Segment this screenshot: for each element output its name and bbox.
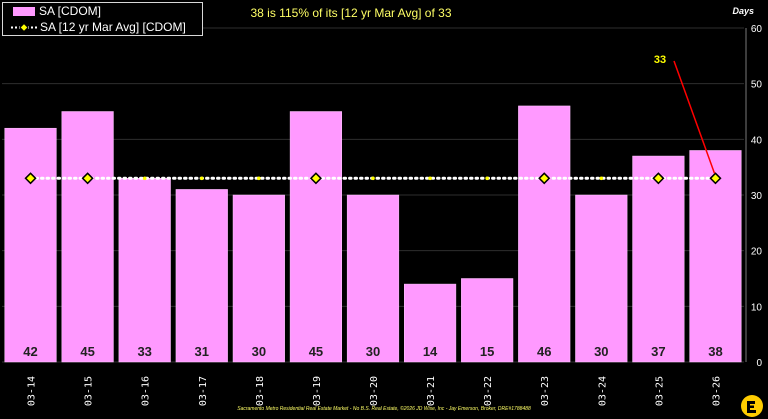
bar (175, 189, 228, 363)
avg-point (599, 176, 604, 181)
brand-logo-icon (741, 395, 763, 417)
bar-value-label: 15 (480, 344, 494, 359)
callout-line (673, 60, 716, 174)
bar-value-label: 42 (23, 344, 37, 359)
callout-value-label: 33 (654, 54, 666, 66)
avg-point (257, 176, 261, 181)
legend: SA [CDOM] SA [12 yr Mar Avg] [CDOM] (2, 2, 203, 36)
legend-item-bar: SA [CDOM] (3, 3, 101, 19)
x-tick-label: 03-18 (255, 376, 266, 406)
avg-point (371, 176, 375, 181)
bar (632, 155, 685, 363)
bar-value-label: 37 (651, 344, 665, 359)
y-tick-label: 30 (751, 191, 763, 202)
bar (289, 111, 343, 363)
bar-value-label: 14 (423, 344, 438, 359)
bar (61, 111, 114, 363)
bar (689, 150, 742, 363)
bar-value-label: 30 (366, 344, 380, 359)
x-tick-label: 03-17 (198, 376, 209, 406)
x-tick-label: 03-22 (483, 376, 494, 406)
avg-point (142, 176, 147, 181)
avg-point (485, 176, 489, 181)
avg-diamond-marker (538, 172, 551, 185)
avg-diamond-marker (309, 172, 322, 185)
bar (4, 127, 57, 363)
bar (461, 278, 514, 363)
x-tick-label: 03-20 (369, 376, 380, 406)
bar-value-label: 31 (195, 344, 209, 359)
bar-value-label: 45 (80, 344, 94, 359)
x-tick-label: 03-25 (654, 376, 665, 406)
avg-point (199, 176, 204, 181)
y-axis-unit-label: Days (732, 6, 754, 16)
bar (518, 105, 571, 363)
avg-diamond-marker (652, 172, 665, 185)
x-tick-label: 03-14 (27, 376, 38, 406)
y-tick-label: 0 (756, 358, 762, 369)
x-tick-label: 03-19 (312, 376, 323, 406)
bar (118, 178, 171, 363)
legend-bar-label: SA [CDOM] (39, 4, 102, 18)
legend-line-swatch (11, 22, 37, 32)
avg-point (428, 176, 432, 181)
x-tick-label: 03-24 (597, 376, 608, 406)
y-tick-label: 40 (751, 135, 763, 146)
bar-value-label: 45 (309, 344, 323, 359)
bar (346, 194, 400, 363)
legend-item-line: SA [12 yr Mar Avg] [CDOM] (3, 19, 186, 35)
bar-value-label: 30 (252, 344, 266, 359)
bar (232, 194, 285, 363)
y-tick-label: 50 (751, 80, 763, 91)
avg-diamond-marker (24, 172, 37, 185)
x-tick-label: 03-23 (540, 376, 551, 406)
chart-headline: 38 is 115% of its [12 yr Mar Avg] of 33 (250, 6, 452, 20)
y-tick-label: 60 (751, 24, 763, 35)
y-tick-label: 20 (751, 247, 763, 258)
bar (575, 194, 628, 363)
footer-credit: Sacramento Metro Residential Real Estate… (237, 406, 531, 412)
bar-value-label: 46 (537, 344, 551, 359)
avg-diamond-marker (81, 172, 94, 185)
bar-value-label: 38 (708, 344, 722, 359)
bar-value-label: 33 (137, 344, 151, 359)
legend-bar-swatch (13, 6, 35, 16)
legend-line-label: SA [12 yr Mar Avg] [CDOM] (40, 20, 186, 34)
x-tick-label: 03-26 (711, 376, 722, 406)
x-tick-label: 03-16 (141, 376, 152, 406)
x-tick-label: 03-15 (84, 376, 95, 406)
y-tick-label: 10 (751, 302, 763, 313)
avg-diamond-marker (709, 172, 722, 185)
bar (403, 283, 457, 363)
bar-value-label: 30 (594, 344, 608, 359)
x-tick-label: 03-21 (426, 376, 437, 406)
